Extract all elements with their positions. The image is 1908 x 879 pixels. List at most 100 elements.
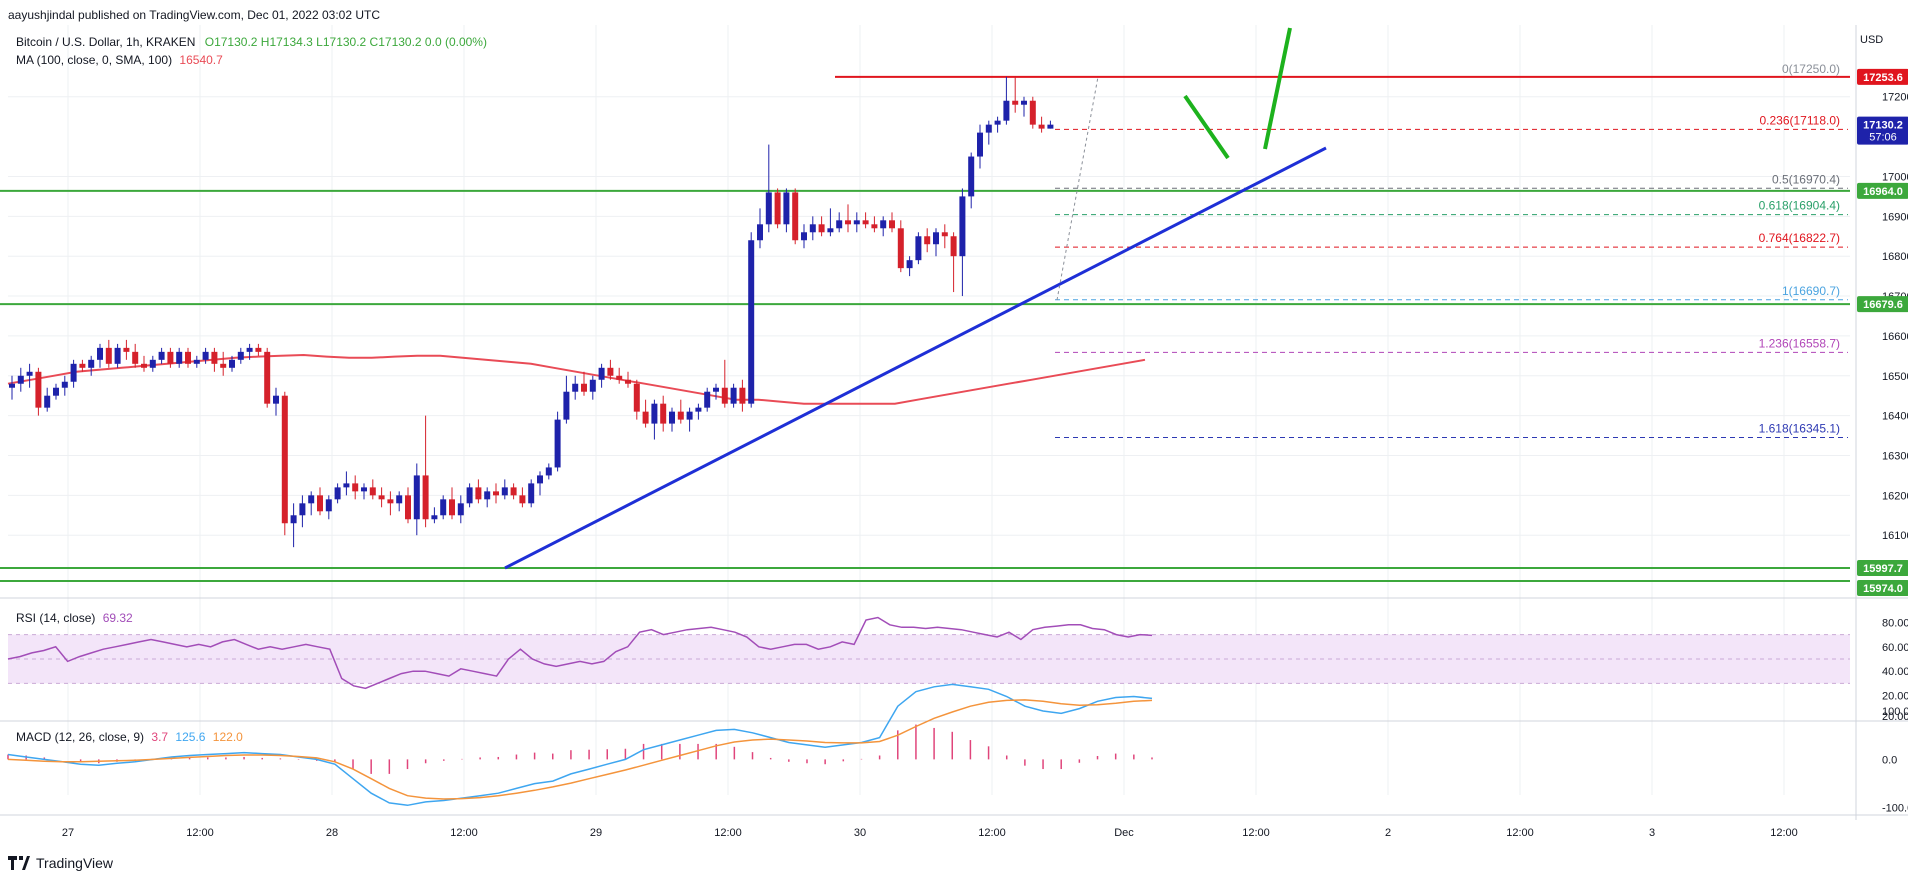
price-tick-label: 16900	[1882, 211, 1908, 223]
candle-body	[950, 236, 957, 257]
candle-body	[651, 403, 658, 424]
time-tick-label: 12:00	[1506, 827, 1534, 839]
candle-body	[801, 232, 807, 241]
candle-body	[1047, 124, 1054, 129]
price-tag-label: 16679.6	[1863, 299, 1903, 311]
price-tick-label: 16200	[1882, 490, 1908, 502]
candle-body	[695, 407, 702, 412]
candle-body	[1012, 100, 1019, 105]
candle-body	[97, 347, 103, 360]
candle-body	[642, 411, 649, 424]
ma-line: MA (100, close, 0, SMA, 100) 16540.7	[16, 53, 223, 67]
candle-body	[17, 375, 24, 384]
tradingview-brand[interactable]: TradingView	[8, 855, 113, 871]
time-tick-label: 12:00	[978, 827, 1006, 839]
candle-body	[853, 220, 860, 225]
price-tick-label: 16600	[1882, 331, 1908, 343]
candle-body	[149, 359, 156, 368]
candle-body	[361, 487, 367, 492]
candle-body	[765, 192, 772, 225]
candle-body	[528, 483, 535, 504]
time-tick-label: 12:00	[714, 827, 742, 839]
macd-header: MACD (12, 26, close, 9) 3.7 125.6 122.0	[16, 730, 243, 744]
macd-title: MACD (12, 26, close, 9)	[16, 730, 145, 744]
candle-body	[862, 220, 869, 225]
price-tag-label: 15974.0	[1863, 583, 1903, 595]
candle-body	[968, 156, 975, 197]
candle-body	[836, 220, 843, 229]
candle-body	[616, 375, 623, 380]
price-tick-label: 16300	[1882, 450, 1908, 462]
rsi-title: RSI (14, close)	[16, 611, 96, 625]
brand-label: TradingView	[36, 855, 114, 871]
fib-level-label: 1.618(16345.1)	[1759, 422, 1840, 436]
candle-body	[369, 487, 376, 496]
candle-body	[704, 391, 711, 408]
candle-body	[26, 371, 33, 376]
candle-body	[686, 411, 693, 420]
candle-body	[158, 351, 165, 360]
price-tag	[1857, 560, 1908, 576]
time-tick-label: 2	[1385, 827, 1391, 839]
macd-tick-label: 0.0	[1882, 754, 1897, 766]
time-tick-label: 28	[326, 827, 338, 839]
candle-body	[501, 487, 508, 496]
candle-body	[79, 363, 86, 368]
candle-body	[167, 351, 174, 364]
candle-body	[246, 347, 253, 352]
time-tick-label: 12:00	[1770, 827, 1798, 839]
price-tag-label: 15997.7	[1863, 563, 1903, 575]
candle-body	[660, 403, 667, 424]
price-tag	[1857, 116, 1908, 145]
price-tag-label: 17130.2	[1863, 120, 1903, 132]
candle-body	[713, 387, 719, 392]
candle-body	[598, 367, 605, 380]
candle-body	[334, 487, 341, 500]
candle-body	[845, 220, 851, 225]
rsi-tick-label: 20.00	[1882, 691, 1908, 703]
candle-body	[977, 132, 983, 157]
candle-body	[457, 503, 464, 516]
macd-line	[7, 683, 1153, 807]
candle-body	[572, 383, 579, 392]
candle-body	[378, 495, 385, 500]
projection-down-arrow	[1183, 94, 1230, 160]
candle-body	[924, 236, 931, 245]
candle-body	[290, 515, 297, 524]
candle-body	[985, 124, 992, 133]
candle-body	[185, 351, 191, 364]
price-tag-label: 17253.6	[1863, 72, 1903, 84]
candle-body	[774, 192, 781, 225]
candle-body	[88, 359, 95, 368]
macd-hist-value: 3.7	[151, 730, 169, 744]
publisher-line: aayushjindal published on TradingView.co…	[8, 8, 381, 22]
candle-body	[61, 381, 68, 388]
candle-body	[519, 495, 526, 504]
time-tick-label: 12:00	[450, 827, 478, 839]
candle-body	[809, 224, 816, 233]
macd-signal-value: 122.0	[212, 730, 243, 744]
candle-body	[237, 351, 244, 360]
fib-connector	[1056, 76, 1099, 301]
candle-body	[493, 491, 499, 496]
tradingview-logo-icon	[8, 856, 30, 870]
candle-body	[308, 495, 315, 504]
candle-body	[818, 224, 825, 233]
candle-body	[633, 383, 640, 412]
candle-body	[9, 383, 15, 388]
fib-level-label: 0(17250.0)	[1782, 62, 1840, 76]
ohlc-values: O17130.2 H17134.3 L17130.2 C17130.2 0.0 …	[204, 35, 487, 49]
candle-body	[1029, 100, 1036, 125]
candle-body	[792, 192, 799, 241]
time-tick-label: 3	[1649, 827, 1655, 839]
rsi-tick-label: 20.00	[1882, 711, 1908, 723]
candle-body	[193, 359, 200, 364]
candle-body	[554, 419, 561, 468]
time-tick-label: 30	[854, 827, 866, 839]
candle-body	[220, 363, 227, 368]
candle-body	[880, 220, 887, 229]
rsi-tick-label: 40.00	[1882, 666, 1908, 678]
candle-body	[352, 483, 359, 492]
